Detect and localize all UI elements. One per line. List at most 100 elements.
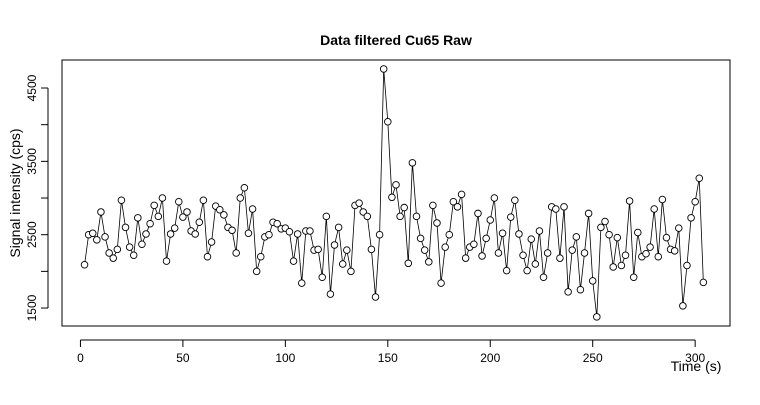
x-tick-label: 300 [685, 351, 705, 365]
data-point [556, 254, 564, 262]
data-point [408, 159, 417, 167]
data-point [379, 65, 388, 73]
data-point [511, 196, 519, 204]
data-point [257, 252, 265, 261]
data-point [146, 219, 154, 228]
data-point [429, 201, 437, 210]
x-tick-label: 0 [77, 351, 84, 365]
data-point [347, 267, 355, 276]
data-point [138, 240, 146, 248]
data-point [338, 260, 347, 268]
data-point [568, 246, 576, 254]
data-point [588, 277, 597, 285]
data-point [412, 212, 421, 221]
data-point [609, 263, 617, 271]
data-point [80, 261, 89, 269]
data-point [109, 254, 117, 262]
data-point [478, 252, 486, 260]
data-point [498, 229, 507, 237]
data-point [179, 213, 187, 221]
data-point [625, 197, 634, 205]
data-point [322, 212, 331, 221]
data-point [679, 302, 687, 310]
data-point [334, 223, 343, 232]
data-point [597, 223, 605, 232]
data-point [220, 211, 228, 219]
data-point [670, 247, 679, 255]
data-point [490, 194, 499, 202]
data-point [121, 223, 130, 232]
data-point [634, 228, 642, 237]
data-point [650, 205, 658, 213]
data-point [228, 226, 236, 235]
data-point [425, 258, 433, 266]
data-point [515, 230, 523, 238]
data-point [216, 206, 224, 214]
chart-title: Data filtered Cu65 Raw [320, 32, 472, 48]
data-point [384, 118, 392, 126]
x-axis-label: Time (s) [671, 358, 722, 374]
data-point [170, 224, 179, 232]
data-point [400, 203, 408, 212]
data-point [191, 230, 199, 238]
data-point [388, 193, 396, 202]
data-point [154, 212, 163, 221]
data-point [318, 273, 326, 281]
data-line [84, 68, 704, 317]
data-point [252, 267, 261, 276]
data-point [461, 254, 470, 262]
data-point [97, 208, 105, 216]
data-point [506, 213, 515, 221]
data-point [125, 243, 134, 251]
x-tick-label: 100 [275, 351, 295, 365]
data-point [474, 209, 482, 218]
data-point [134, 214, 142, 222]
data-point [158, 194, 167, 202]
data-point [560, 203, 568, 211]
data-point [445, 230, 454, 239]
data-point [535, 227, 544, 235]
data-point [494, 249, 503, 257]
data-point [150, 201, 158, 210]
data-point [593, 313, 601, 321]
data-point [437, 279, 445, 287]
x-tick-label: 50 [176, 351, 190, 365]
data-point [482, 234, 490, 243]
data-point [617, 261, 626, 270]
y-tick-label: 3500 [25, 148, 39, 175]
data-point [367, 245, 376, 254]
data-point [105, 249, 113, 257]
data-point [248, 205, 257, 213]
data-point [175, 197, 183, 206]
data-point [449, 197, 458, 206]
data-point [552, 205, 560, 213]
data-point [420, 246, 429, 254]
data-point [314, 245, 322, 254]
data-point [232, 249, 240, 257]
data-point [601, 217, 609, 226]
x-tick-label: 150 [378, 351, 398, 365]
data-point [519, 251, 527, 259]
data-point [117, 196, 126, 204]
data-point [433, 219, 441, 227]
data-point [662, 233, 671, 242]
data-point [203, 252, 212, 261]
data-point [457, 190, 466, 199]
data-point [113, 245, 122, 254]
data-point [441, 243, 449, 251]
data-point [88, 229, 97, 237]
x-tick-label: 200 [480, 351, 500, 365]
data-point [240, 184, 249, 192]
data-point [375, 230, 384, 239]
data-point [236, 194, 245, 202]
data-point [371, 293, 380, 301]
y-tick-label: 1500 [25, 294, 39, 321]
y-axis-label: Signal intensity (cps) [7, 128, 23, 257]
data-point [658, 195, 667, 204]
data-point [289, 257, 298, 265]
data-point [293, 230, 302, 238]
data-point [273, 219, 281, 228]
data-point [142, 230, 150, 238]
data-point [285, 228, 294, 236]
